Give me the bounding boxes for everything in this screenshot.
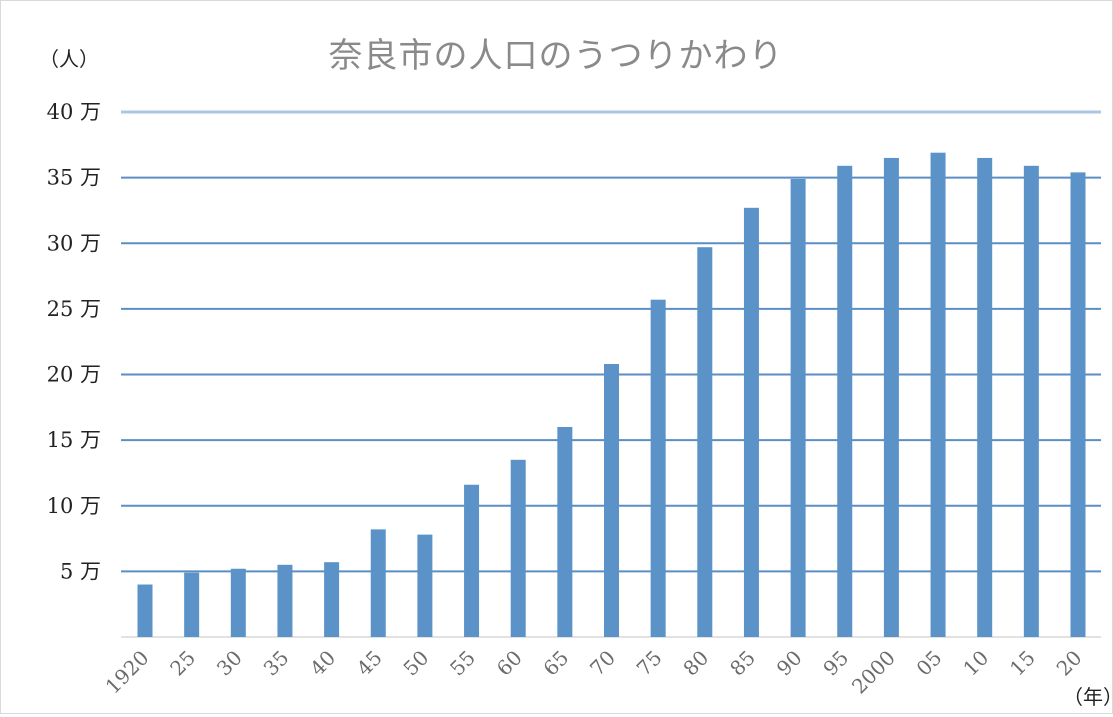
bar: [930, 152, 946, 637]
x-tick-label: 40: [305, 646, 340, 681]
x-tick-label: 1920: [101, 646, 154, 699]
y-tick-labels: 5 万 10 万 15 万 20 万 25 万 30 万 35 万 40 万: [47, 100, 101, 583]
x-tick-label: 20: [1052, 646, 1087, 681]
y-axis-unit-label: （人）: [39, 47, 99, 71]
y-tick-label: 5 万: [60, 559, 101, 583]
y-tick-label: 10 万: [47, 494, 101, 518]
x-tick-label: 10: [958, 646, 993, 681]
x-tick-label: 15: [1005, 646, 1040, 681]
x-tick-label: 35: [259, 646, 294, 681]
x-tick-label: 30: [212, 646, 247, 681]
x-tick-label: 55: [445, 646, 480, 681]
y-tick-label: 40 万: [47, 100, 101, 124]
bar: [277, 564, 293, 637]
chart-title: 奈良市の人口のうつりかわり: [329, 36, 784, 76]
bar: [743, 207, 759, 637]
x-tick-label: 45: [352, 646, 387, 681]
bar: [417, 534, 433, 637]
x-tick-label: 70: [585, 646, 620, 681]
bars: [137, 152, 1086, 637]
bar: [1023, 165, 1039, 637]
x-tick-label: 95: [818, 646, 853, 681]
bar: [137, 584, 153, 637]
x-tick-label: 60: [492, 646, 527, 681]
y-tick-label: 30 万: [47, 231, 101, 255]
bar: [230, 568, 246, 637]
bar: [790, 178, 806, 637]
x-tick-label: 75: [632, 646, 667, 681]
bar: [883, 157, 899, 637]
bar: [837, 165, 853, 637]
x-tick-label: 50: [398, 646, 433, 681]
y-tick-label: 35 万: [47, 166, 101, 190]
bar: [650, 299, 666, 637]
x-tick-label: 65: [538, 646, 573, 681]
y-tick-label: 20 万: [47, 363, 101, 387]
x-tick-label: 85: [725, 646, 760, 681]
x-tick-label: 05: [912, 646, 947, 681]
bar: [510, 459, 526, 637]
x-tick-label: 90: [772, 646, 807, 681]
bar: [977, 157, 993, 637]
bar: [604, 364, 619, 637]
bar: [184, 572, 200, 637]
x-tick-label: 25: [165, 646, 200, 681]
bar: [324, 562, 340, 637]
y-tick-label: 25 万: [47, 297, 101, 321]
x-tick-label: 80: [678, 646, 713, 681]
bar: [464, 484, 480, 637]
bar: [370, 529, 386, 637]
x-tick-label: 2000: [847, 646, 900, 699]
bar: [697, 247, 713, 637]
x-axis-unit-label: （年）: [1063, 685, 1112, 709]
y-tick-label: 15 万: [47, 428, 101, 452]
bar: [1070, 172, 1086, 637]
bar: [557, 427, 573, 637]
